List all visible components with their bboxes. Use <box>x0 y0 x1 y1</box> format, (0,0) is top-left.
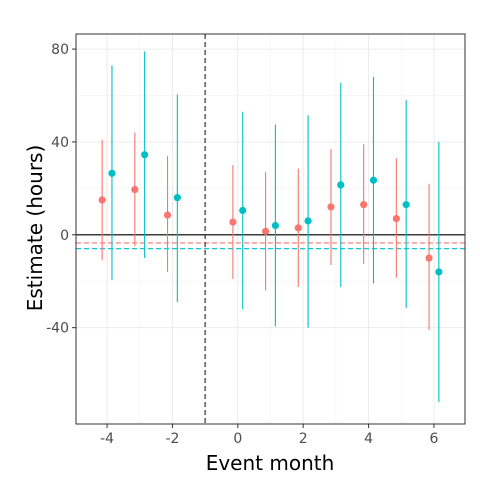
data-point <box>337 181 345 189</box>
x-tick-label: -2 <box>165 431 179 447</box>
data-point <box>98 196 106 204</box>
data-point <box>108 169 116 177</box>
x-tick-label: 4 <box>364 431 373 447</box>
data-point <box>261 227 270 235</box>
data-point <box>392 214 400 223</box>
panel-border <box>75 33 466 425</box>
data-point <box>360 201 368 209</box>
data-point <box>435 268 443 276</box>
axis-ticks: -4 -2 0 2 4 6 -40 0 40 80 <box>46 42 438 447</box>
data-point <box>131 185 139 194</box>
data-point <box>229 218 237 226</box>
y-tick-label: 0 <box>60 228 69 244</box>
y-tick-label: -40 <box>46 321 69 337</box>
data-point <box>163 211 172 219</box>
data-point <box>425 254 433 262</box>
x-tick-label: 2 <box>299 431 308 447</box>
plot-panel <box>75 33 466 425</box>
data-point <box>141 151 149 159</box>
y-tick-label: 80 <box>51 42 69 58</box>
x-axis-title: Event month <box>206 451 335 475</box>
data-point <box>271 221 280 230</box>
y-tick-label: 40 <box>51 135 69 151</box>
data-point <box>327 203 335 211</box>
x-tick-label: 6 <box>429 431 438 447</box>
data-point <box>294 224 302 232</box>
y-axis-title: Estimate (hours) <box>23 145 47 312</box>
data-point <box>173 194 181 202</box>
data-point <box>239 206 247 215</box>
data-point <box>304 217 312 225</box>
x-tick-label: 0 <box>233 431 242 447</box>
x-tick-label: -4 <box>100 431 114 447</box>
data-point <box>369 176 378 184</box>
data-point <box>402 201 410 209</box>
